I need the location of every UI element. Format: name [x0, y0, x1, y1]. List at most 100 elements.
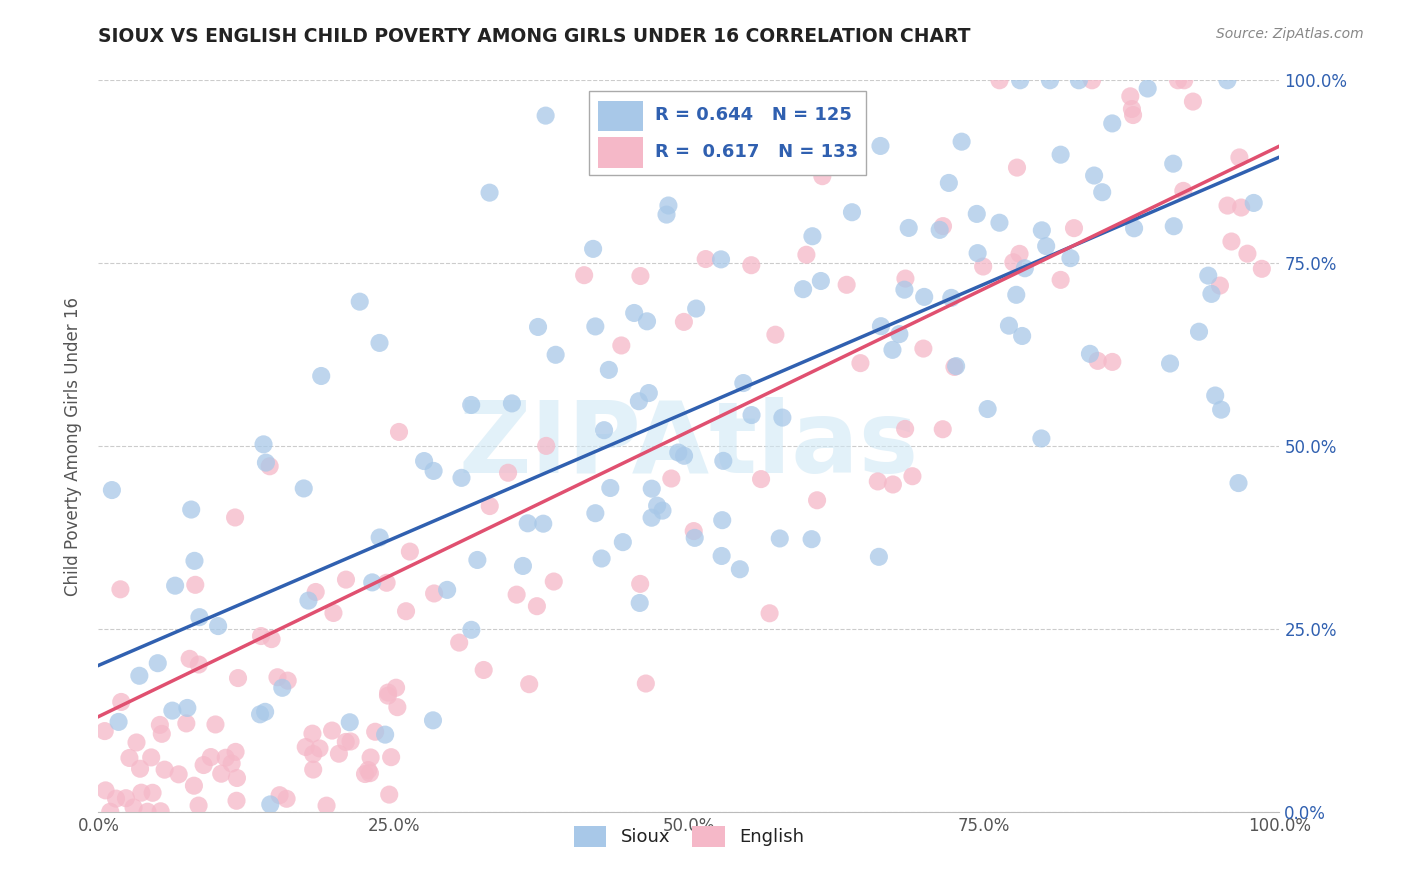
Point: [162, 704, 184, 718]
Point: [94, 783, 117, 797]
Point: [685, 301, 707, 316]
Point: [1008, 247, 1031, 261]
Point: [1059, 251, 1081, 265]
Point: [1083, 169, 1105, 183]
Point: [599, 481, 621, 495]
Point: [387, 700, 409, 714]
Point: [941, 291, 963, 305]
Point: [149, 718, 172, 732]
Point: [527, 320, 550, 334]
Point: [276, 791, 298, 805]
Point: [1119, 89, 1142, 103]
Point: [598, 363, 620, 377]
Point: [467, 553, 489, 567]
Point: [740, 258, 762, 272]
Point: [271, 681, 294, 695]
Point: [894, 422, 917, 436]
Point: [710, 252, 733, 267]
Point: [176, 716, 198, 731]
Point: [422, 714, 444, 728]
Point: [423, 586, 446, 600]
Point: [1204, 388, 1226, 402]
Text: Source: ZipAtlas.com: Source: ZipAtlas.com: [1216, 27, 1364, 41]
Point: [657, 198, 679, 212]
Point: [260, 632, 283, 646]
Point: [869, 139, 891, 153]
Legend: Sioux, English: Sioux, English: [567, 819, 811, 854]
Point: [377, 689, 399, 703]
Point: [207, 619, 229, 633]
Point: [801, 229, 824, 244]
Point: [1227, 476, 1250, 491]
Point: [1220, 235, 1243, 249]
Point: [1229, 150, 1251, 164]
Point: [302, 747, 325, 761]
Point: [1101, 355, 1123, 369]
Point: [215, 750, 238, 764]
Point: [659, 471, 682, 485]
Point: [183, 554, 205, 568]
Point: [932, 422, 955, 436]
Point: [266, 670, 288, 684]
Point: [1136, 81, 1159, 95]
Point: [1081, 73, 1104, 87]
Point: [460, 398, 482, 412]
Point: [835, 277, 858, 292]
Point: [368, 335, 391, 350]
Point: [593, 423, 616, 437]
Point: [637, 386, 659, 401]
Point: [107, 714, 129, 729]
FancyBboxPatch shape: [598, 137, 643, 168]
Point: [526, 599, 548, 614]
Point: [354, 767, 377, 781]
FancyBboxPatch shape: [598, 101, 643, 131]
Point: [534, 439, 557, 453]
Point: [450, 471, 472, 485]
Point: [1188, 325, 1211, 339]
Point: [912, 290, 935, 304]
Point: [496, 466, 519, 480]
Point: [928, 223, 950, 237]
Point: [200, 750, 222, 764]
Point: [357, 763, 380, 777]
Text: ZIPAtlas: ZIPAtlas: [458, 398, 920, 494]
Point: [711, 513, 734, 527]
Point: [628, 268, 651, 283]
Point: [841, 205, 863, 219]
Point: [339, 715, 361, 730]
Point: [180, 502, 202, 516]
Point: [770, 410, 793, 425]
Point: [388, 425, 411, 439]
Point: [110, 695, 132, 709]
Point: [183, 779, 205, 793]
Point: [150, 727, 173, 741]
Point: [360, 750, 382, 764]
Point: [478, 499, 501, 513]
Point: [1078, 347, 1101, 361]
Point: [315, 798, 337, 813]
Point: [125, 735, 148, 749]
Point: [294, 739, 316, 754]
Point: [544, 348, 567, 362]
Point: [128, 669, 150, 683]
Point: [1101, 116, 1123, 130]
Point: [758, 607, 780, 621]
Point: [146, 656, 169, 670]
Point: [583, 506, 606, 520]
Point: [800, 532, 823, 546]
Point: [98, 805, 121, 819]
Point: [184, 578, 207, 592]
Point: [655, 208, 678, 222]
Point: [1173, 184, 1195, 198]
Point: [1049, 147, 1071, 161]
Point: [893, 283, 915, 297]
Point: [118, 751, 141, 765]
Point: [101, 483, 124, 497]
Point: [187, 657, 209, 672]
Point: [623, 306, 645, 320]
Point: [374, 728, 396, 742]
Point: [866, 475, 889, 489]
Point: [165, 579, 187, 593]
Point: [339, 734, 361, 748]
Point: [321, 723, 343, 738]
